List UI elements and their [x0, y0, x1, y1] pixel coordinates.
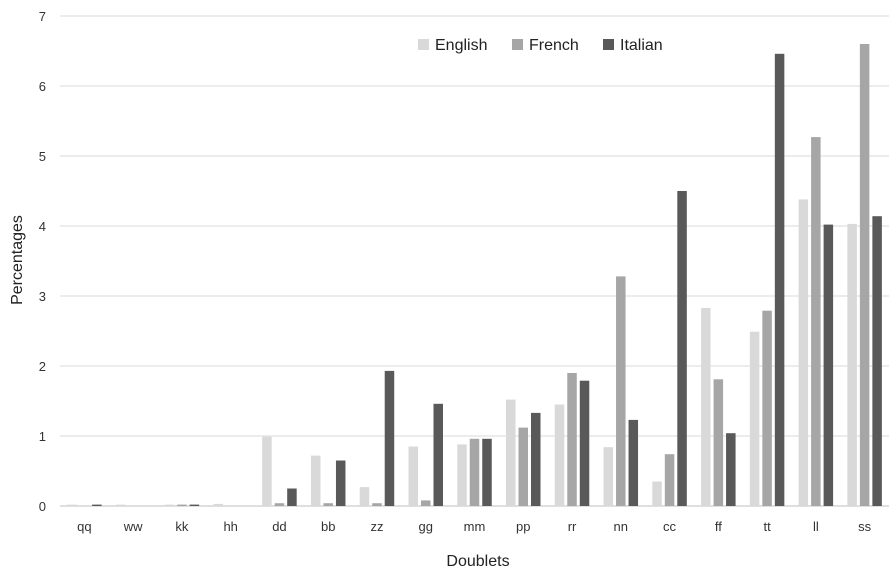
x-tick-label: qq — [77, 519, 91, 534]
bar-french-rr — [567, 373, 577, 506]
x-tick-label: kk — [175, 519, 189, 534]
bar-italian-tt — [774, 53, 785, 507]
gridlines — [60, 15, 889, 507]
bar-french-ff — [713, 379, 724, 506]
bar-french-zz — [372, 503, 382, 506]
bar-french-pp — [518, 427, 529, 506]
bar-french-bb — [323, 503, 333, 506]
y-axis-ticks: 0 1 2 3 4 5 6 7 — [39, 9, 46, 514]
x-axis-title: Doublets — [446, 553, 509, 570]
bar-english-kk — [164, 504, 175, 506]
bar-english-nn — [603, 447, 614, 506]
legend-swatch-french — [512, 39, 523, 50]
x-tick-label: ss — [858, 519, 872, 534]
x-tick-label: hh — [223, 519, 237, 534]
y-tick-label: 2 — [39, 359, 46, 374]
bar-english-cc — [652, 481, 662, 506]
bar-french-ss — [859, 44, 870, 506]
bar-french-cc — [664, 454, 675, 506]
bar-italian-nn — [628, 419, 639, 506]
y-tick-label: 6 — [39, 79, 46, 94]
bar-italian-kk — [189, 504, 200, 506]
x-tick-label: ll — [813, 519, 819, 534]
x-tick-label: pp — [516, 519, 530, 534]
legend-label-english: English — [435, 37, 487, 54]
bar-italian-dd — [287, 488, 297, 506]
bar-english-gg — [408, 446, 418, 506]
x-tick-label: ff — [715, 519, 722, 534]
y-tick-label: 5 — [39, 149, 46, 164]
bar-english-dd — [262, 436, 272, 506]
x-tick-label: dd — [272, 519, 286, 534]
x-tick-label: rr — [568, 519, 577, 534]
bar-english-mm — [457, 444, 467, 506]
bar-italian-qq — [92, 504, 102, 506]
bar-english-qq — [67, 504, 77, 506]
bar-english-bb — [310, 455, 321, 506]
bar-italian-cc — [677, 191, 687, 506]
bar-italian-bb — [335, 460, 346, 506]
legend: English French Italian — [418, 37, 663, 54]
y-tick-label: 7 — [39, 9, 46, 24]
bar-english-ll — [798, 199, 809, 506]
bar-english-pp — [506, 399, 516, 506]
bar-english-tt — [749, 331, 760, 506]
bar-italian-ff — [726, 433, 736, 506]
legend-swatch-italian — [603, 39, 614, 50]
bar-english-ww — [115, 504, 126, 506]
x-tick-label: zz — [370, 519, 383, 534]
bar-italian-mm — [482, 438, 492, 506]
bar-english-ff — [701, 307, 711, 506]
x-axis-ticks: qq ww kk hh dd bb zz gg mm pp rr nn cc ff tt ll ss — [77, 519, 871, 534]
x-tick-label: bb — [321, 519, 335, 534]
x-tick-label: tt — [763, 519, 771, 534]
bar-italian-rr — [579, 380, 590, 506]
bar-french-tt — [762, 310, 772, 506]
bar-italian-ss — [872, 216, 882, 506]
bar-french-nn — [616, 276, 626, 506]
legend-label-italian: Italian — [620, 37, 663, 54]
bar-french-kk — [177, 504, 187, 506]
bar-french-mm — [469, 438, 480, 506]
bar-french-dd — [274, 503, 285, 506]
y-tick-label: 1 — [39, 429, 46, 444]
bar-french-ll — [811, 137, 821, 506]
bar-italian-zz — [384, 370, 395, 506]
bar-italian-ll — [823, 224, 834, 506]
y-tick-label: 3 — [39, 289, 46, 304]
bar-english-zz — [359, 487, 370, 506]
legend-label-french: French — [529, 37, 579, 54]
bar-english-rr — [554, 404, 565, 506]
legend-swatch-english — [418, 39, 429, 50]
bars — [67, 44, 882, 507]
x-tick-label: ww — [123, 519, 143, 534]
bar-english-hh — [213, 503, 223, 506]
y-tick-label: 0 — [39, 499, 46, 514]
bar-italian-gg — [433, 403, 443, 506]
x-tick-label: cc — [663, 519, 677, 534]
x-tick-label: nn — [614, 519, 628, 534]
y-axis-title: Percentages — [9, 215, 26, 305]
x-tick-label: mm — [464, 519, 486, 534]
y-tick-label: 4 — [39, 219, 46, 234]
bar-french-gg — [420, 500, 431, 506]
bar-english-ss — [847, 223, 857, 506]
x-tick-label: gg — [419, 519, 433, 534]
bar-italian-pp — [531, 412, 541, 506]
